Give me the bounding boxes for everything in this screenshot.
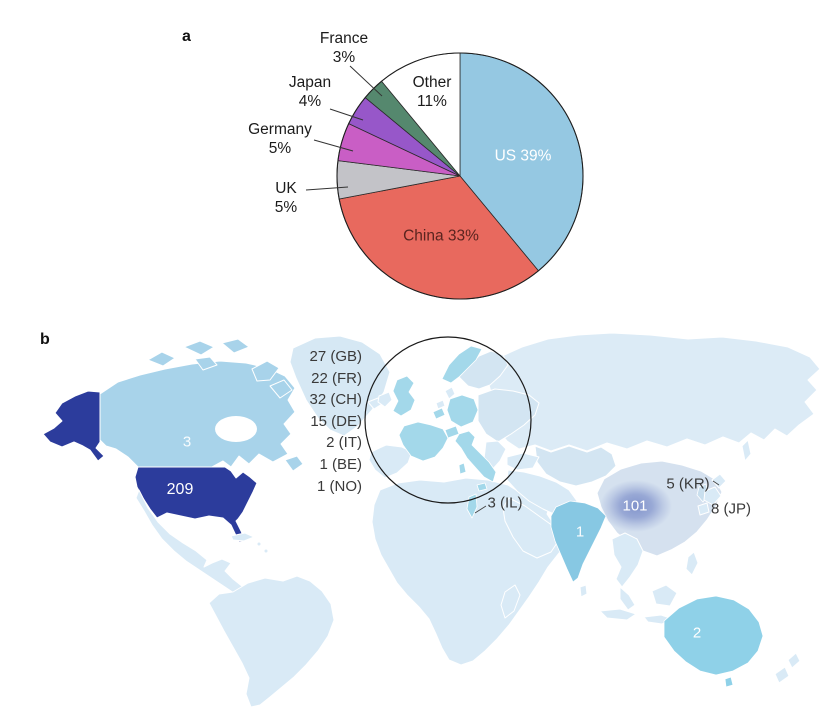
country-us-alaska — [42, 390, 105, 462]
country-japan — [697, 473, 727, 516]
region-eastern-europe — [477, 388, 540, 443]
pie-leader-lines — [305, 65, 383, 191]
pie-label-japan-pct: 4% — [298, 93, 322, 110]
island-cuba — [230, 532, 255, 542]
pie-label-other-name: Other — [412, 74, 452, 91]
europe-count-list: 27 (GB) 22 (FR) 32 (CH) 15 (DE) 2 (IT) 1… — [252, 346, 362, 497]
europe-count-ch: 32 (CH) — [309, 391, 362, 409]
island-nz-south — [774, 666, 790, 684]
pie-label-other-pct: 11% — [417, 93, 447, 110]
pie-label-china: China 33% — [403, 227, 479, 245]
count-us: 209 — [166, 481, 194, 498]
pie-chart — [305, 52, 584, 300]
pie-slices — [336, 52, 584, 300]
leader-line-germany — [313, 139, 354, 152]
arctic-island — [194, 356, 218, 371]
europe-count-be: 1 (BE) — [319, 455, 362, 473]
country-netherlands — [435, 399, 446, 410]
island-sicily — [476, 482, 488, 492]
leader-line-israel — [474, 505, 487, 514]
island-tasmania — [724, 676, 734, 688]
country-ireland — [377, 391, 393, 408]
leader-line-france — [349, 65, 383, 97]
island-borneo — [651, 584, 678, 607]
europe-count-it: 2 (IT) — [326, 434, 362, 452]
pie-label-france: France 3% — [320, 29, 368, 67]
country-india — [550, 500, 607, 583]
island-sakhalin — [741, 439, 752, 462]
arctic-island — [251, 360, 280, 382]
pie-label-uk: UK 5% — [275, 179, 297, 217]
country-us-mainland — [134, 466, 258, 543]
hudson-bay — [215, 416, 257, 442]
pie-outline — [336, 52, 584, 300]
pie-label-japan-name: Japan — [288, 74, 332, 91]
caribbean-island — [263, 548, 269, 554]
count-korea: 5 (KR) — [666, 475, 710, 493]
island-sumatra — [599, 608, 637, 621]
region-arabia — [502, 497, 560, 559]
europe-count-fr: 22 (FR) — [311, 369, 362, 387]
pie-label-uk-name: UK — [275, 180, 297, 197]
arctic-island — [269, 379, 293, 399]
count-japan: 8 (JP) — [710, 500, 752, 518]
leader-line-japan — [329, 108, 364, 121]
china-count-glow — [600, 480, 672, 532]
country-russia — [488, 332, 821, 452]
count-israel: 3 (IL) — [487, 494, 523, 512]
country-switzerland — [444, 425, 460, 439]
islands-philippines — [685, 551, 699, 576]
country-uk — [392, 375, 416, 417]
pie-label-us: US 39% — [494, 147, 552, 165]
panel-b-label: b — [40, 331, 50, 348]
panel-a-label: a — [182, 28, 191, 45]
island-madagascar — [500, 584, 521, 619]
count-canada: 3 — [182, 433, 192, 451]
count-australia: 2 — [692, 624, 702, 642]
country-australia — [663, 595, 764, 676]
europe-count-no: 1 (NO) — [317, 477, 362, 495]
leader-line-uk — [305, 186, 349, 191]
island-sardinia — [458, 462, 467, 475]
pie-label-japan: Japan 4% — [289, 73, 331, 111]
pie-label-germany-name: Germany — [248, 121, 312, 138]
island-sri-lanka — [579, 584, 588, 598]
pie-label-france-name: France — [319, 30, 369, 47]
continent-south-america — [208, 575, 335, 707]
europe-count-gb: 27 (GB) — [309, 348, 362, 365]
pie-label-other: Other 11% — [413, 73, 452, 111]
count-india: 1 — [575, 523, 585, 541]
world-map — [42, 332, 821, 707]
region-indochina — [611, 532, 644, 588]
region-malay — [619, 586, 636, 611]
pie-label-germany-pct: 5% — [268, 140, 292, 157]
europe-count-de: 15 (DE) — [310, 412, 362, 430]
arctic-island — [147, 351, 176, 367]
region-iberia — [368, 444, 413, 479]
arctic-island — [183, 340, 215, 356]
arctic-island — [221, 338, 250, 354]
country-turkey — [506, 452, 540, 471]
japan-island — [711, 473, 727, 489]
caribbean-island — [256, 541, 262, 547]
island-nz-north — [787, 652, 801, 669]
count-china: 101 — [622, 497, 648, 515]
region-central-asia — [534, 445, 617, 487]
europe-inset-circle — [364, 336, 532, 504]
country-france — [398, 421, 449, 462]
pie-label-france-pct: 3% — [332, 49, 356, 66]
country-denmark — [444, 386, 456, 400]
country-belgium — [432, 407, 446, 420]
pie-label-uk-pct: 5% — [274, 199, 298, 216]
canada-arctic-islands — [147, 338, 304, 472]
leader-line-korea — [712, 480, 720, 486]
pie-label-germany: Germany 5% — [248, 120, 312, 158]
country-italy — [454, 430, 497, 483]
country-germany — [446, 394, 479, 428]
maritimes — [284, 455, 304, 472]
country-norway — [441, 345, 483, 384]
japan-island — [703, 486, 722, 506]
japan-island — [697, 502, 710, 516]
